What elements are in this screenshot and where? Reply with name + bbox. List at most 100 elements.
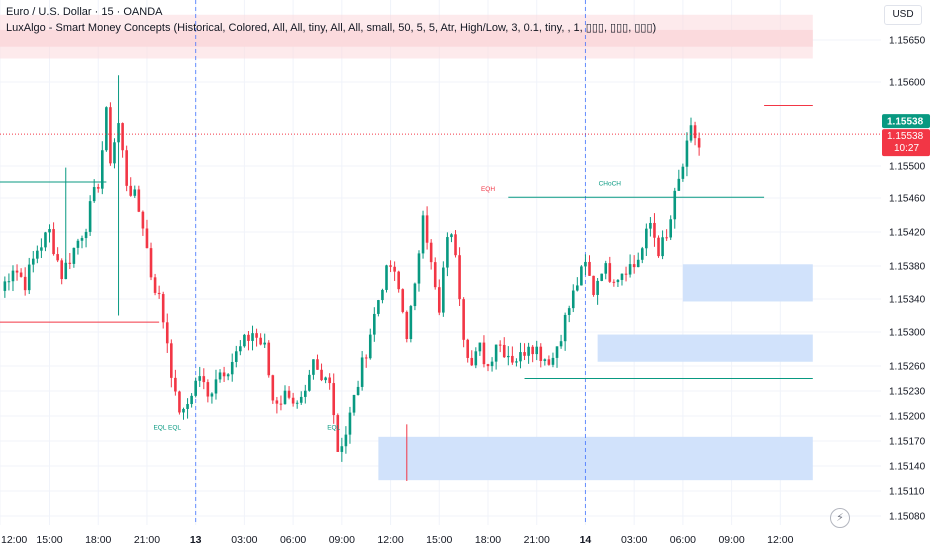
- candle-body: [113, 142, 116, 164]
- candle-body: [348, 412, 352, 435]
- candle-body: [697, 138, 701, 148]
- candle-body: [182, 408, 185, 413]
- lightning-icon[interactable]: ⚡: [830, 508, 850, 528]
- zone-bearish_fill: [0, 14, 813, 59]
- candle-body: [125, 150, 128, 186]
- candle-body: [385, 265, 388, 290]
- candle-body: [559, 341, 563, 347]
- candle-body: [433, 262, 437, 288]
- candle-body: [588, 261, 591, 276]
- candle-body: [600, 273, 603, 281]
- candle-body: [255, 333, 258, 338]
- price-tick-label: 1.15140: [889, 462, 926, 473]
- candle-body: [222, 372, 226, 377]
- time-tick-label: 15:00: [426, 534, 452, 546]
- candle-body: [340, 446, 344, 452]
- candle-body: [421, 215, 425, 254]
- candle-body: [381, 289, 384, 301]
- price-tick-label: 1.15650: [889, 36, 926, 47]
- candle-body: [442, 267, 445, 313]
- candle-body: [149, 248, 153, 278]
- candle-body: [218, 372, 222, 380]
- candle-body: [567, 308, 571, 315]
- candle-body: [186, 404, 189, 409]
- candle-body: [80, 238, 84, 241]
- candle-body: [332, 383, 336, 416]
- candle-body: [523, 352, 526, 356]
- time-tick-label: 03:00: [621, 534, 647, 546]
- candle-body: [462, 299, 465, 340]
- candle-body: [27, 264, 31, 291]
- price-tick-label: 1.15200: [889, 412, 926, 423]
- candle-body: [7, 281, 11, 283]
- candle-body: [620, 273, 624, 280]
- candle-body: [645, 228, 648, 249]
- candle-body: [653, 222, 656, 238]
- price-axis[interactable]: 1.15650 1.15600 1.15500 1.15460 1.15420 1.153…: [882, 36, 930, 523]
- candle-body: [393, 266, 396, 272]
- candle-body: [234, 351, 238, 362]
- candle-body: [555, 346, 559, 358]
- candle-body: [271, 375, 275, 401]
- candle-body: [226, 374, 230, 377]
- time-tick-label: 18:00: [85, 534, 111, 546]
- symbol-title[interactable]: Euro / U.S. Dollar · 15 · OANDA: [6, 6, 163, 18]
- candle-body: [64, 262, 68, 280]
- candle-body: [368, 334, 372, 359]
- candle-body: [409, 306, 413, 340]
- candle-body: [413, 283, 417, 307]
- candle-body: [446, 237, 449, 268]
- candle-body: [604, 263, 608, 274]
- candle-body: [364, 357, 368, 359]
- candle-body: [44, 232, 47, 248]
- time-axis[interactable]: 12:00 15:00 18:00 21:00 13 03:00 06:00 09:00 12:…: [1, 534, 794, 546]
- candle-body: [15, 270, 19, 273]
- candle-body: [36, 250, 39, 259]
- candle-body: [88, 201, 92, 232]
- candle-body: [153, 277, 157, 293]
- price-badge-upper: [882, 114, 930, 129]
- time-tick-label: 21:00: [134, 534, 160, 546]
- candle-body: [608, 263, 612, 282]
- candle-body: [96, 187, 100, 189]
- candle-body: [279, 403, 283, 405]
- currency-button[interactable]: USD: [884, 5, 922, 25]
- candle-body: [539, 346, 543, 361]
- candle-body: [592, 275, 595, 295]
- candle-body: [681, 166, 685, 179]
- candle-body: [454, 234, 457, 256]
- candle-body: [165, 322, 169, 344]
- annotation-label: EQL EQL: [153, 425, 181, 432]
- candle-body: [482, 342, 486, 365]
- candle-body: [466, 339, 469, 358]
- candle-body: [283, 390, 287, 405]
- time-tick-label: 03:00: [231, 534, 257, 546]
- candle-body: [628, 264, 632, 275]
- candle-body: [551, 357, 555, 365]
- candle-body: [397, 271, 400, 290]
- candle-body: [661, 237, 664, 257]
- candle-body: [157, 292, 161, 295]
- candle-body: [669, 219, 672, 238]
- price-badge-text: 1.15538: [887, 117, 924, 128]
- candle-body: [389, 265, 392, 267]
- candle-body: [336, 415, 340, 452]
- candle-body: [170, 343, 173, 378]
- candle-body: [19, 272, 23, 277]
- indicator-title[interactable]: LuxAlgo - Smart Money Concepts (Historic…: [6, 22, 657, 34]
- candle-body: [596, 280, 599, 295]
- candle-body: [23, 276, 27, 291]
- candle-body: [312, 359, 315, 375]
- candle-body: [263, 342, 266, 345]
- candle-body: [210, 393, 214, 397]
- candle-body: [437, 287, 441, 313]
- candle-body: [478, 342, 482, 352]
- candle-body: [470, 357, 474, 366]
- candle-body: [239, 346, 242, 352]
- candle-body: [515, 361, 518, 363]
- candle-body: [474, 351, 478, 366]
- price-tick-label: 1.15260: [889, 362, 926, 373]
- candle-body: [576, 285, 579, 291]
